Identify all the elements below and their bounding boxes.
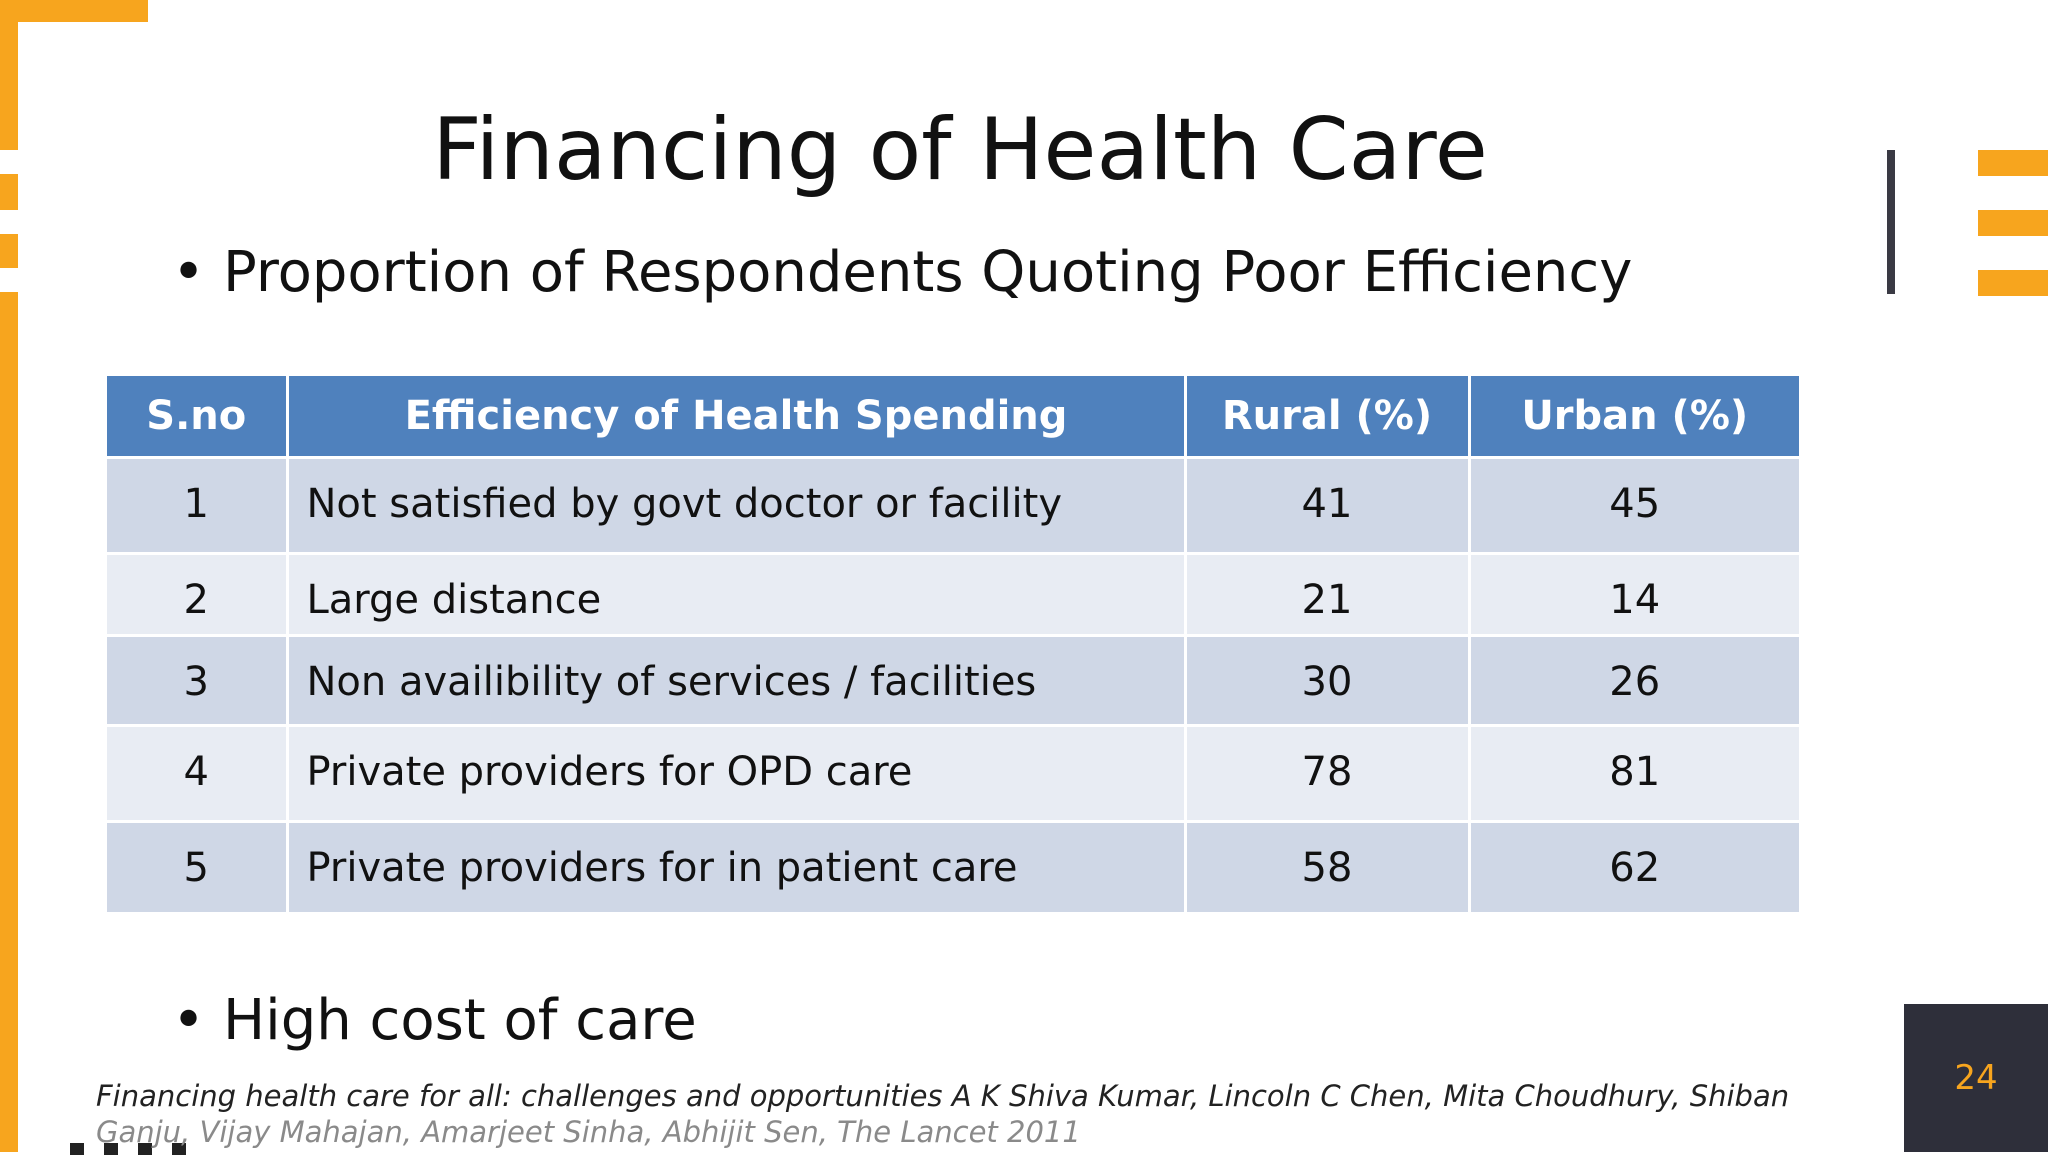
bullet-dot: • xyxy=(172,240,206,305)
cell-urban: 62 xyxy=(1469,821,1799,915)
efficiency-table: S.no Efficiency of Health Spending Rural… xyxy=(107,376,1799,915)
bullet-efficiency: • Proportion of Respondents Quoting Poor … xyxy=(172,240,1632,305)
cell-desc: Not satisfied by govt doctor or facility xyxy=(287,457,1187,555)
table-row: 4 Private providers for OPD care 78 81 xyxy=(107,725,1799,823)
right-accent-stripe xyxy=(1978,210,2048,236)
cell-rural: 30 xyxy=(1185,635,1471,727)
cell-desc: Private providers for in patient care xyxy=(287,821,1187,915)
page-number-box: 24 xyxy=(1904,1004,2048,1152)
citation: Financing health care for all: challenge… xyxy=(96,1078,1866,1150)
header-urban: Urban (%) xyxy=(1469,376,1799,459)
cell-desc: Private providers for OPD care xyxy=(287,725,1187,823)
bullet-dot: • xyxy=(172,988,206,1053)
bullet-text: Proportion of Respondents Quoting Poor E… xyxy=(223,240,1633,305)
cell-urban: 81 xyxy=(1469,725,1799,823)
cell-urban: 45 xyxy=(1469,457,1799,555)
right-accent-stripe xyxy=(1978,150,2048,176)
cell-sno: 3 xyxy=(107,635,289,727)
header-rural: Rural (%) xyxy=(1185,376,1471,459)
cell-rural: 21 xyxy=(1185,553,1471,637)
slide-edge-divider xyxy=(1887,150,1895,294)
page-number: 24 xyxy=(1954,1058,1998,1098)
header-sno: S.no xyxy=(107,376,289,459)
table-row: 3 Non availibility of services / facilit… xyxy=(107,635,1799,727)
cell-urban: 14 xyxy=(1469,553,1799,637)
top-left-accent xyxy=(0,0,148,22)
cell-rural: 78 xyxy=(1185,725,1471,823)
cell-sno: 4 xyxy=(107,725,289,823)
cell-desc: Non availibility of services / facilitie… xyxy=(287,635,1187,727)
right-accent-stripe xyxy=(1978,270,2048,296)
left-notch xyxy=(0,268,22,292)
slide-title: Financing of Health Care xyxy=(432,100,1488,200)
table-row: 1 Not satisfied by govt doctor or facili… xyxy=(107,457,1799,555)
left-notch xyxy=(0,150,22,174)
header-efficiency: Efficiency of Health Spending xyxy=(287,376,1187,459)
cell-urban: 26 xyxy=(1469,635,1799,727)
citation-line-2: Ganju, Vijay Mahajan, Amarjeet Sinha, Ab… xyxy=(96,1115,1081,1149)
left-notch xyxy=(0,210,22,234)
table-row: 5 Private providers for in patient care … xyxy=(107,821,1799,915)
cell-rural: 41 xyxy=(1185,457,1471,555)
citation-line-1: Financing health care for all: challenge… xyxy=(96,1079,1790,1113)
bullet-text: High cost of care xyxy=(223,988,697,1053)
cell-rural: 58 xyxy=(1185,821,1471,915)
cell-sno: 2 xyxy=(107,553,289,637)
cell-desc: Large distance xyxy=(287,553,1187,637)
cell-sno: 5 xyxy=(107,821,289,915)
table-header-row: S.no Efficiency of Health Spending Rural… xyxy=(107,376,1799,459)
table-row: 2 Large distance 21 14 xyxy=(107,553,1799,637)
bullet-high-cost: • High cost of care xyxy=(172,988,697,1053)
cell-sno: 1 xyxy=(107,457,289,555)
